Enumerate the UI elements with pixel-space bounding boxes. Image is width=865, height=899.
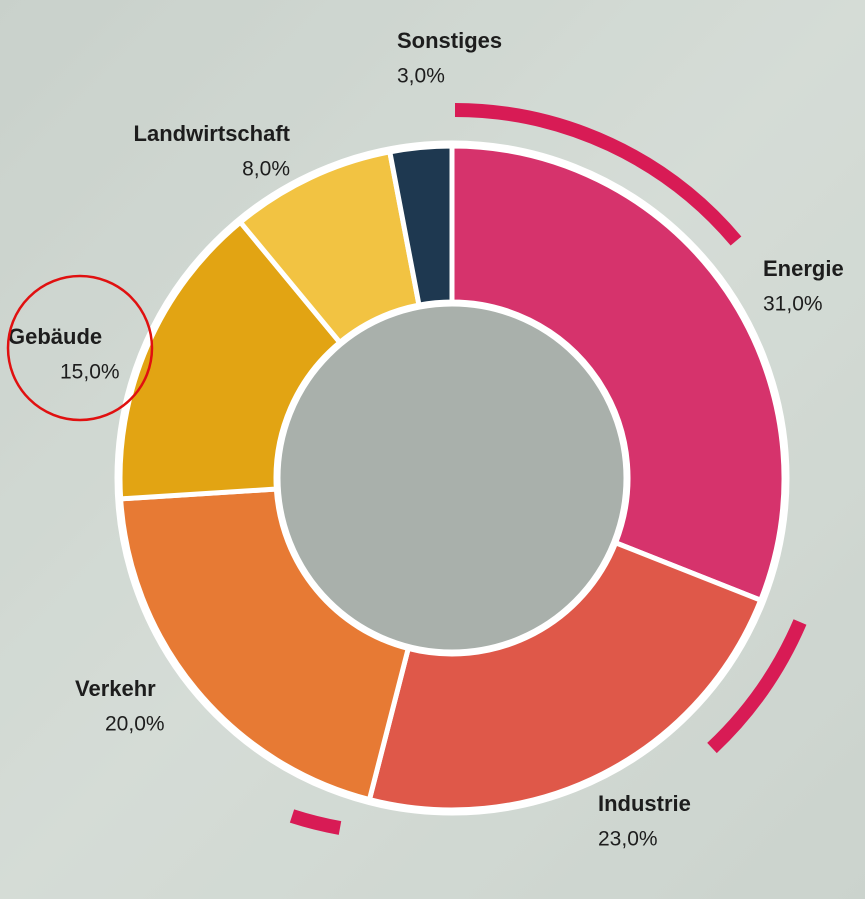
- page: Energie 31,0% Industrie 23,0% Verkehr 20,0% Ge…: [0, 0, 865, 899]
- category-label: Energie: [763, 256, 844, 281]
- category-label: Industrie: [598, 791, 691, 816]
- value-label: 3,0%: [397, 65, 445, 88]
- chart: Energie 31,0% Industrie 23,0% Verkehr 20,0% Ge…: [0, 0, 865, 899]
- value-label: 31,0%: [763, 293, 823, 316]
- value-label: 15,0%: [60, 361, 120, 384]
- value-label: 20,0%: [105, 713, 165, 736]
- category-label: Sonstiges: [397, 28, 502, 53]
- category-label: Verkehr: [75, 676, 156, 701]
- category-label: Landwirtschaft: [134, 121, 291, 146]
- value-label: 8,0%: [242, 158, 290, 181]
- value-label: 23,0%: [598, 828, 658, 851]
- category-label: Gebäude: [8, 324, 102, 349]
